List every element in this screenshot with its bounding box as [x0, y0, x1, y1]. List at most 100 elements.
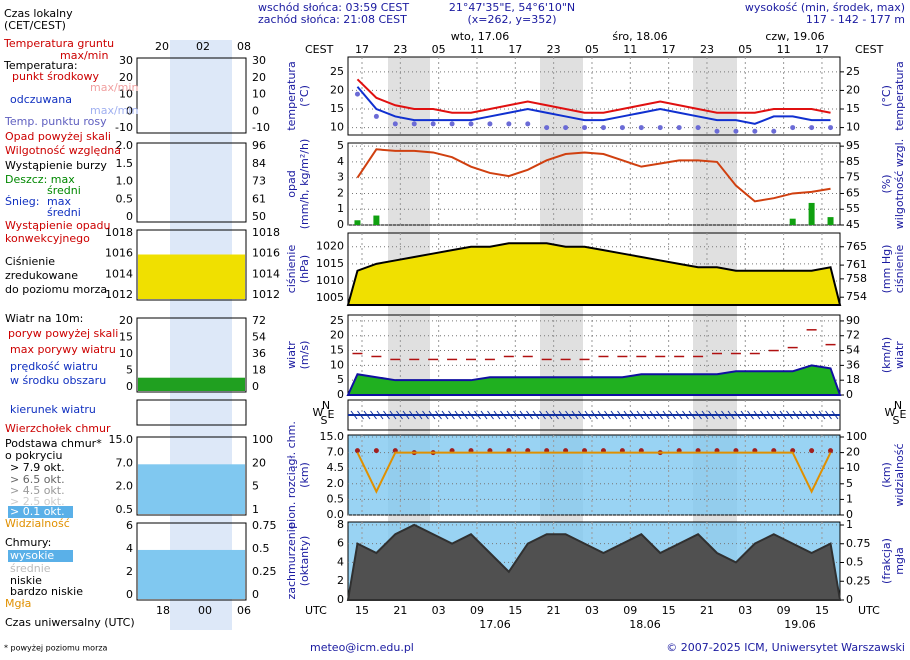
- thumb-ytick: 20: [119, 71, 133, 84]
- series-line: [356, 86, 831, 125]
- top-hour: 17: [508, 43, 522, 56]
- series-dot: [619, 125, 625, 131]
- thumb-y2tick: 0: [252, 104, 259, 117]
- series-dot: [544, 125, 550, 131]
- axis-label-left: (hPa): [298, 255, 311, 283]
- y-tick-label: 2: [337, 574, 344, 587]
- thumb-y2tick: 50: [252, 210, 266, 223]
- series-dot: [676, 125, 682, 131]
- y-tick-label: 2: [337, 186, 344, 199]
- legend-text: Temperatura gruntu: [3, 37, 114, 50]
- axis-label-right: (frakcja): [880, 538, 893, 584]
- y-tick-label: 8: [337, 518, 344, 531]
- thumb-y2tick: 1: [252, 503, 259, 516]
- series-dot: [354, 91, 360, 97]
- legend-text: Czas lokalny: [4, 7, 73, 20]
- thumb-y2tick: 0: [252, 380, 259, 393]
- thumb-y2tick: 1014: [252, 267, 280, 280]
- compass: S: [321, 414, 328, 427]
- legend-text: poryw powyżej skali: [8, 327, 118, 340]
- y2-tick-label: 15: [846, 102, 860, 115]
- legend-text: punkt środkowy: [12, 70, 100, 83]
- sunrise: wschód słońca: 03:59 CEST: [258, 1, 409, 14]
- legend-text: zredukowane: [5, 269, 78, 282]
- thumb-ytick: 0: [126, 588, 133, 601]
- series-area: [346, 242, 842, 306]
- thumb-ytick: 0: [126, 210, 133, 223]
- series-dot: [828, 448, 834, 454]
- thumb-ytick: 15.0: [109, 433, 134, 446]
- axis-label-right: (km): [880, 462, 893, 488]
- thumb-y2tick: 0: [252, 588, 259, 601]
- axis-label-left: temperatura: [285, 61, 298, 130]
- axis-label-left: (m/s): [298, 341, 311, 370]
- panel-frame: [347, 434, 841, 516]
- thumb-y2tick: 0.25: [252, 565, 277, 578]
- thumb-ytick: 0: [126, 104, 133, 117]
- thumb-y2tick: 0.5: [252, 542, 270, 555]
- bottom-hour: 09: [470, 604, 484, 617]
- y2-tick-label: 761: [846, 258, 867, 271]
- thumb-ytick: 6: [126, 519, 133, 532]
- thumb-y2tick: 0.75: [252, 519, 277, 532]
- compass: W: [313, 406, 324, 419]
- y-tick-label: 3: [337, 171, 344, 184]
- compass: N: [322, 399, 330, 412]
- legend-text: max: [47, 195, 71, 208]
- bottom-hour: 15: [508, 604, 522, 617]
- tz-top: CEST: [305, 43, 334, 56]
- thumb-fill: [138, 549, 245, 599]
- y-tick-label: 0.5: [327, 492, 345, 505]
- axis-label-right: temperatura: [893, 61, 906, 130]
- axis-label-left: (mm/h, kg/m²/h): [298, 139, 311, 230]
- date-bottom: 18.06: [629, 618, 661, 631]
- precip-bar: [789, 218, 796, 225]
- series-line: [356, 451, 832, 494]
- y-tick-label: 20: [330, 329, 344, 342]
- axis-label-left: ciśnienie: [285, 245, 298, 294]
- legend-highlight: [8, 506, 73, 518]
- y-tick-label: 1010: [316, 274, 344, 287]
- thumb-ytick: 7.0: [116, 456, 134, 469]
- y2-tick-label: 5: [846, 477, 853, 490]
- bottom-hour: 03: [738, 604, 752, 617]
- legend-text: > 7.9 okt.: [10, 461, 65, 474]
- bottom-hour: 21: [547, 604, 561, 617]
- email: meteo@icm.edu.pl: [310, 641, 414, 654]
- compass: E: [900, 408, 907, 421]
- thumb-ytick: 4: [126, 542, 133, 555]
- top-hour: 05: [738, 43, 752, 56]
- thumb-bottom-hour: 06: [237, 604, 251, 617]
- legend-text: Wystąpienie opadu: [5, 219, 110, 232]
- legend-text: max/min: [60, 49, 108, 62]
- axis-label-left: (°C): [298, 85, 311, 107]
- y-tick-label: 20: [330, 83, 344, 96]
- compass: W: [885, 406, 896, 419]
- bottom-hour: 21: [700, 604, 714, 617]
- y2-tick-label: 72: [846, 329, 860, 342]
- axis-label-left: (oktanty): [298, 536, 311, 587]
- compass: S: [893, 414, 900, 427]
- thumb-y2tick: 61: [252, 192, 266, 205]
- thumb-ytick: 1.5: [116, 157, 134, 170]
- thumb-frame: [136, 522, 247, 601]
- y-tick-label: 5: [337, 139, 344, 152]
- bottom-hour: 15: [815, 604, 829, 617]
- y2-tick-label: 0: [846, 388, 853, 401]
- tz-bottom: UTC: [305, 604, 327, 617]
- date-top: wto, 17.06: [451, 30, 510, 43]
- top-hour: 17: [662, 43, 676, 56]
- y2-tick-label: 25: [846, 65, 860, 78]
- series-dot: [506, 121, 512, 127]
- thumb-y2tick: 1012: [252, 288, 280, 301]
- y-tick-label: 1: [337, 202, 344, 215]
- series-dot: [809, 448, 815, 454]
- thumb-y2tick: 18: [252, 364, 266, 377]
- series-dot: [828, 125, 834, 131]
- bottom-hour: 03: [432, 604, 446, 617]
- y2-tick-label: 10: [846, 121, 860, 134]
- legend-text: do poziomu morza: [5, 283, 107, 296]
- axis-label-right: ciśnienie: [893, 245, 906, 294]
- y2-tick-label: 754: [846, 290, 867, 303]
